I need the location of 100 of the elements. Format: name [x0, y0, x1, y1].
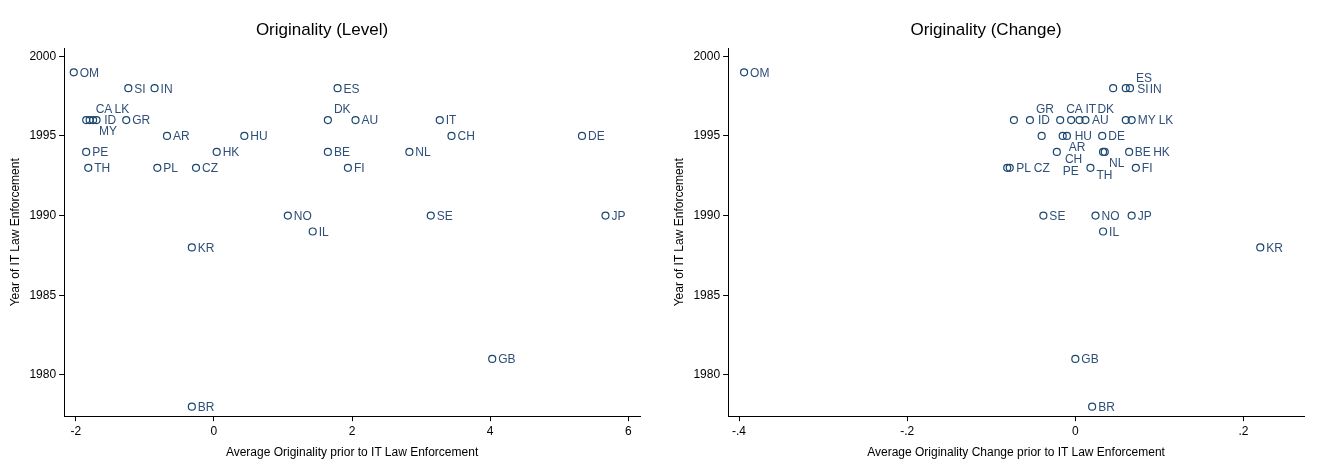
point [323, 147, 332, 156]
y-tick-label: 1985 [29, 287, 57, 302]
annotation: LK [1158, 113, 1174, 128]
point [1098, 227, 1108, 236]
point [82, 147, 91, 156]
annotation: DK [333, 102, 351, 117]
y-tick-label: 2000 [29, 48, 57, 63]
y-tick-label: 1985 [693, 287, 721, 302]
annotation: OM [750, 65, 770, 80]
y-tick-label: 1995 [29, 128, 57, 143]
point [1071, 354, 1080, 363]
x-tick-label: 6 [624, 423, 632, 438]
annotation: KR [1266, 240, 1284, 255]
annotation: AR [1068, 140, 1086, 155]
annotation: ES [343, 81, 360, 96]
point [1025, 115, 1035, 125]
annotation: JP [1137, 208, 1152, 223]
point [1125, 147, 1134, 156]
point [308, 227, 317, 236]
annotation: DE [588, 129, 605, 144]
point [601, 211, 610, 220]
point [212, 147, 221, 156]
point [85, 115, 94, 125]
annotation: AU [1092, 113, 1109, 128]
annotation: IL [1109, 224, 1120, 239]
annotation: PE [92, 145, 109, 160]
point [1075, 115, 1084, 125]
point [1127, 115, 1136, 125]
point [1081, 115, 1090, 125]
annotation: CA [1066, 102, 1083, 117]
annotation: HK [222, 145, 240, 160]
x-tick-label: 2 [348, 423, 356, 438]
annotation: SE [1049, 208, 1066, 223]
annotation: CZ [1033, 161, 1050, 176]
point [1039, 211, 1048, 220]
y-tick-label: 1980 [693, 367, 721, 382]
x-tick-label: -.2 [900, 423, 915, 438]
annotation: CZ [201, 161, 218, 176]
annotation: KR [197, 240, 215, 255]
point [447, 131, 456, 141]
y-tick-label: 1990 [29, 207, 57, 222]
x-axis-title: Average Originality Change prior to IT Law Enforcement [867, 445, 1166, 460]
point [122, 115, 131, 125]
annotation: ID [1037, 113, 1051, 128]
point [187, 402, 196, 411]
annotation: BR [197, 399, 215, 414]
point [1125, 84, 1135, 93]
annotation: GB [1081, 352, 1099, 367]
point [92, 115, 101, 125]
point [1052, 147, 1061, 156]
point [69, 68, 78, 77]
point [739, 68, 749, 77]
point [1109, 84, 1118, 93]
point [240, 131, 249, 141]
point [1058, 131, 1067, 141]
x-tick-label: 0 [1071, 423, 1079, 438]
annotation: GR [132, 113, 151, 128]
y-axis-title: Year of IT Law Enforcement [7, 157, 22, 307]
point [333, 84, 342, 93]
x-axis-title: Average Originality prior to IT Law Enforcement [225, 445, 479, 460]
y-tick-label: 1990 [693, 207, 721, 222]
y-tick-label: 1995 [693, 128, 721, 143]
point [82, 115, 91, 125]
point [1098, 131, 1107, 141]
annotation: JP [611, 208, 626, 223]
annotation: IN [1149, 81, 1162, 96]
point [1009, 115, 1019, 125]
point [1037, 131, 1046, 141]
point [405, 147, 414, 156]
annotation: SI [134, 81, 146, 96]
point [323, 115, 332, 125]
annotation: GB [498, 352, 516, 367]
annotation: FI [1141, 161, 1153, 176]
annotation: FI [353, 161, 365, 176]
x-tick-label: .2 [1238, 423, 1249, 438]
point [187, 243, 196, 252]
annotation: TH [94, 161, 111, 176]
point [124, 84, 133, 93]
annotation: AR [172, 129, 190, 144]
annotation: HK [1153, 145, 1170, 160]
point [1121, 84, 1130, 93]
point [153, 163, 162, 172]
annotation: NL [1109, 156, 1125, 171]
x-tick-label: -2 [70, 423, 82, 438]
point [1067, 115, 1076, 125]
point [191, 163, 201, 172]
point [351, 115, 360, 125]
annotation: PE [1062, 164, 1079, 179]
x-tick-label: -.4 [732, 423, 747, 438]
point [435, 115, 444, 125]
annotation: CH [1064, 152, 1083, 167]
annotation: AU [361, 113, 379, 128]
annotation: NO [1101, 208, 1120, 223]
annotation: NL [415, 145, 432, 160]
annotation: IT [445, 113, 458, 128]
point [150, 84, 159, 93]
y-axis-title: Year of IT Law Enforcement [671, 157, 686, 307]
annotation: HU [250, 129, 268, 144]
point [1062, 131, 1072, 141]
point [89, 115, 98, 125]
